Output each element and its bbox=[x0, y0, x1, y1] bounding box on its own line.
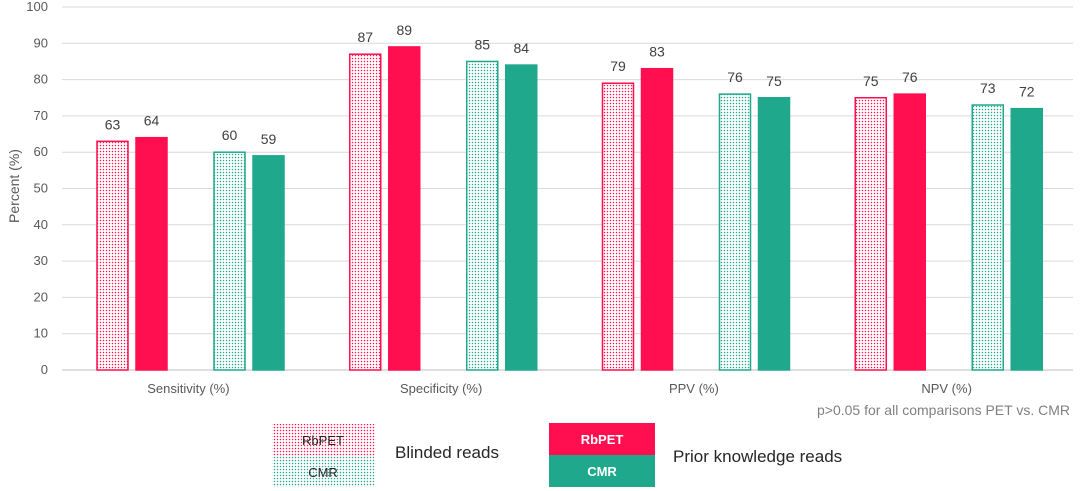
bar-cmr-prior bbox=[1010, 107, 1043, 371]
value-label: 87 bbox=[357, 29, 373, 45]
y-tick-label: 10 bbox=[34, 326, 48, 341]
value-label: 64 bbox=[144, 113, 160, 129]
value-label: 75 bbox=[863, 73, 879, 89]
bar-rbpet-blinded bbox=[96, 140, 129, 371]
legend-prior-knowledge-reads: Prior knowledge reads bbox=[673, 447, 842, 466]
legend-blinded-reads: Blinded reads bbox=[395, 443, 499, 462]
bar-cmr-blinded bbox=[466, 60, 499, 371]
bar-rbpet-prior bbox=[388, 46, 421, 371]
value-label: 89 bbox=[396, 22, 412, 38]
value-labels: 63 64 60 59 87 89 85 84 79 83 76 75 75 76 73 72 bbox=[105, 22, 1035, 147]
bar-cmr-prior bbox=[252, 155, 285, 371]
legend-swatch-cmr-blinded-label: CMR bbox=[308, 465, 338, 480]
value-label: 73 bbox=[980, 80, 996, 96]
y-tick-label: 40 bbox=[34, 217, 48, 232]
y-axis-ticks: 0 10 20 30 40 50 60 70 80 90 100 bbox=[26, 0, 48, 377]
y-tick-label: 80 bbox=[34, 72, 48, 87]
category-label: Sensitivity (%) bbox=[147, 381, 229, 396]
bar-rbpet-prior bbox=[640, 67, 674, 371]
bar-rbpet-blinded bbox=[601, 82, 635, 371]
legend-swatch-rbpet-blinded-label: RbPET bbox=[302, 433, 344, 448]
value-label: 76 bbox=[902, 69, 918, 85]
bar-rbpet-prior bbox=[893, 93, 926, 371]
y-tick-label: 50 bbox=[34, 181, 48, 196]
value-label: 72 bbox=[1019, 84, 1035, 100]
value-label: 79 bbox=[610, 58, 626, 74]
value-label: 85 bbox=[474, 36, 490, 52]
significance-note: p>0.05 for all comparisons PET vs. CMR bbox=[817, 402, 1070, 418]
bar-cmr-blinded bbox=[213, 151, 246, 371]
category-label: PPV (%) bbox=[669, 381, 719, 396]
legend-swatch-cmr-blinded bbox=[272, 457, 375, 487]
category-labels: Sensitivity (%) Specificity (%) PPV (%) NPV… bbox=[147, 381, 972, 396]
legend-swatch-rbpet-blinded bbox=[272, 424, 375, 457]
value-label: 75 bbox=[766, 73, 782, 89]
value-label: 84 bbox=[513, 40, 529, 56]
value-label: 59 bbox=[261, 131, 277, 147]
bars bbox=[96, 46, 1043, 371]
value-label: 76 bbox=[727, 69, 743, 85]
bar-cmr-prior bbox=[505, 64, 538, 371]
bar-rbpet-blinded bbox=[349, 53, 382, 371]
legend: RbPET CMR Blinded reads RbPET CMR Prior … bbox=[272, 423, 842, 487]
y-tick-label: 100 bbox=[26, 0, 48, 14]
y-tick-label: 60 bbox=[34, 144, 48, 159]
legend-swatch-cmr-prior bbox=[549, 455, 655, 487]
category-label: Specificity (%) bbox=[400, 381, 482, 396]
category-label: NPV (%) bbox=[921, 381, 972, 396]
value-label: 83 bbox=[649, 44, 665, 60]
y-tick-label: 70 bbox=[34, 108, 48, 123]
legend-swatch-rbpet-prior bbox=[549, 423, 655, 455]
legend-swatch-cmr-prior-label: CMR bbox=[587, 464, 617, 479]
y-tick-label: 0 bbox=[41, 362, 48, 377]
y-axis-label: Percent (%) bbox=[6, 149, 22, 223]
bar-rbpet-prior bbox=[135, 136, 168, 371]
value-label: 60 bbox=[222, 127, 238, 143]
y-tick-label: 90 bbox=[34, 35, 48, 50]
value-label: 63 bbox=[105, 116, 121, 132]
bar-cmr-prior bbox=[757, 97, 791, 371]
bar-cmr-blinded bbox=[971, 104, 1004, 371]
legend-swatch-rbpet-prior-label: RbPET bbox=[581, 432, 624, 447]
y-tick-label: 30 bbox=[34, 253, 48, 268]
bar-rbpet-blinded bbox=[854, 97, 887, 371]
bar-cmr-blinded bbox=[718, 93, 752, 371]
y-tick-label: 20 bbox=[34, 289, 48, 304]
